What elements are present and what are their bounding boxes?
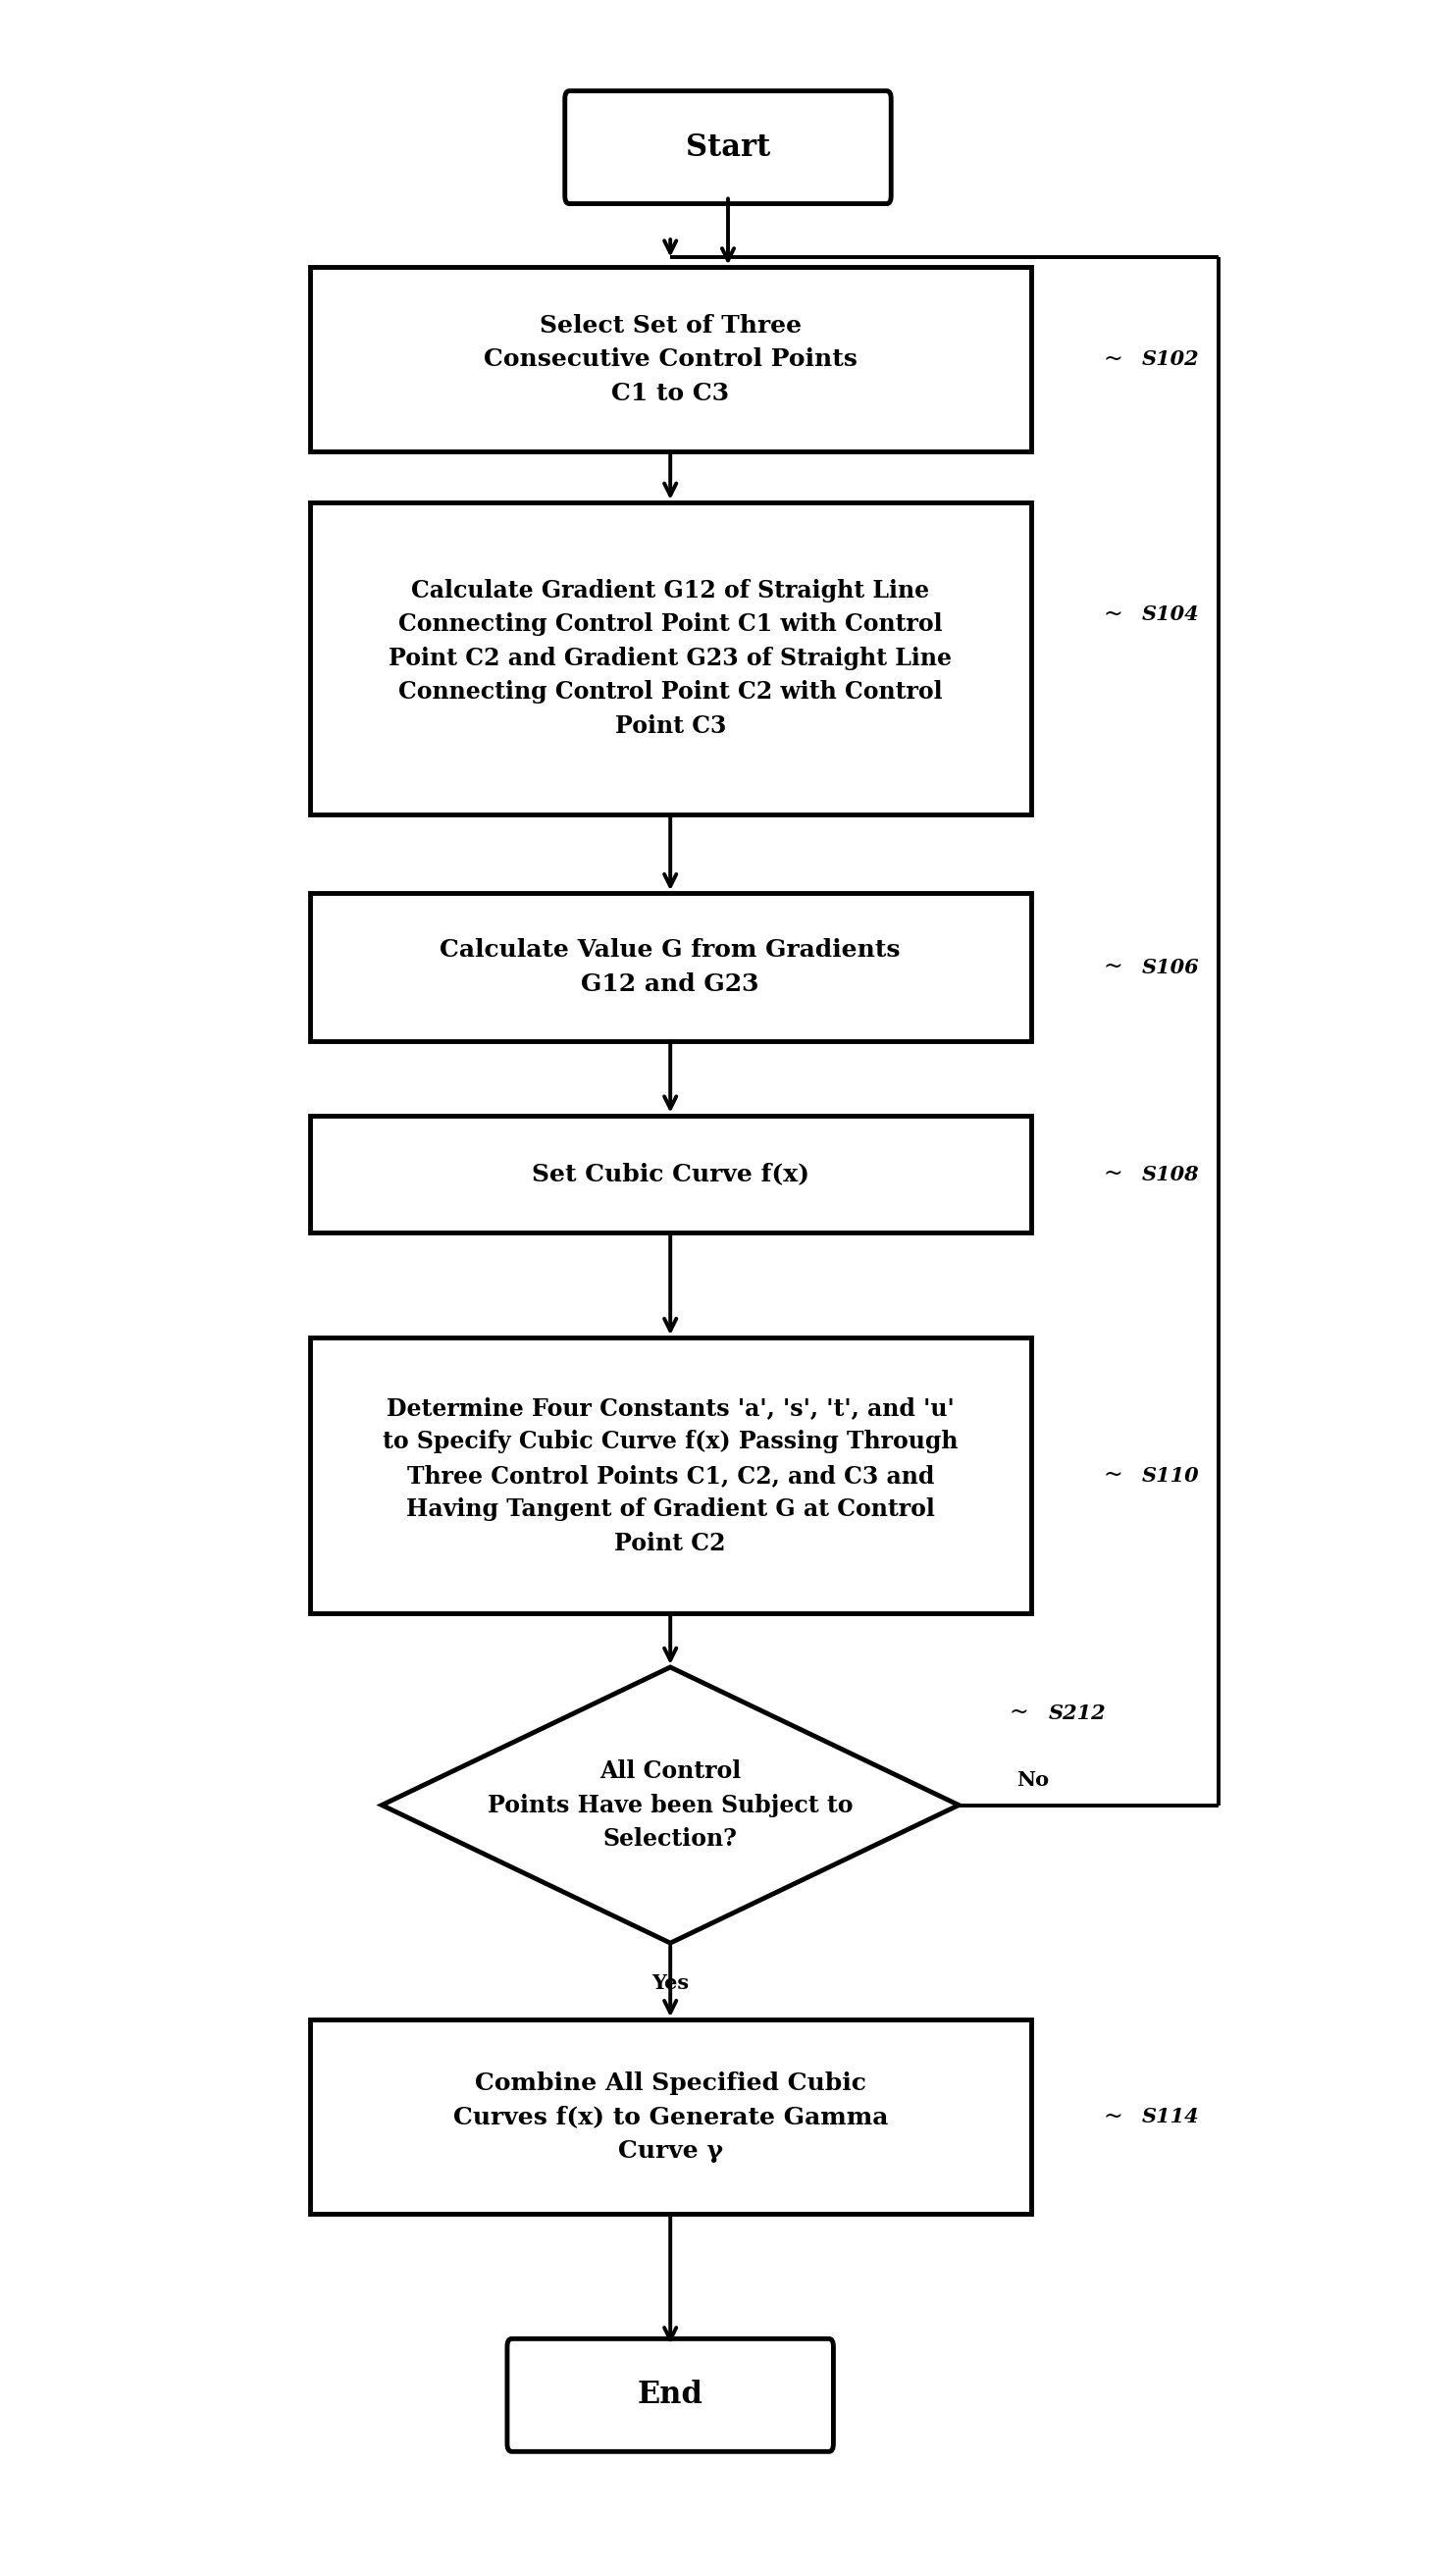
Text: All Control
Points Have been Subject to
Selection?: All Control Points Have been Subject to … — [488, 1759, 853, 1852]
FancyBboxPatch shape — [565, 90, 891, 203]
Text: S102: S102 — [1142, 349, 1200, 370]
FancyBboxPatch shape — [507, 2339, 833, 2452]
Text: Start: Start — [686, 131, 770, 162]
Text: ~: ~ — [1104, 955, 1123, 978]
Text: Yes: Yes — [652, 1975, 689, 1993]
Bar — [310, 894, 1031, 1043]
Text: No: No — [1016, 1769, 1048, 1790]
Text: S104: S104 — [1142, 606, 1200, 624]
Text: End: End — [638, 2381, 703, 2411]
Text: Select Set of Three
Consecutive Control Points
C1 to C3: Select Set of Three Consecutive Control … — [483, 313, 858, 406]
Text: Calculate Value G from Gradients
G12 and G23: Calculate Value G from Gradients G12 and… — [440, 937, 901, 996]
Text: ~: ~ — [1104, 349, 1123, 370]
Text: Determine Four Constants 'a', 's', 't', and 'u'
to Specify Cubic Curve f(x) Pass: Determine Four Constants 'a', 's', 't', … — [383, 1397, 958, 1556]
Text: Set Cubic Curve f(x): Set Cubic Curve f(x) — [531, 1163, 810, 1186]
Text: ~: ~ — [1104, 1464, 1123, 1487]
Text: S108: S108 — [1142, 1163, 1200, 1184]
Text: Combine All Specified Cubic
Curves f(x) to Generate Gamma
Curve γ: Combine All Specified Cubic Curves f(x) … — [453, 2072, 888, 2162]
Text: S110: S110 — [1142, 1466, 1200, 1484]
Text: Calculate Gradient G12 of Straight Line
Connecting Control Point C1 with Control: Calculate Gradient G12 of Straight Line … — [389, 578, 952, 737]
Text: ~: ~ — [1104, 603, 1123, 627]
Text: ~: ~ — [1009, 1703, 1029, 1726]
Bar — [310, 1115, 1031, 1233]
Text: S106: S106 — [1142, 958, 1200, 976]
Bar — [310, 2018, 1031, 2214]
Text: ~: ~ — [1104, 1163, 1123, 1186]
Text: S114: S114 — [1142, 2106, 1200, 2126]
Text: S212: S212 — [1048, 1703, 1105, 1723]
Polygon shape — [381, 1667, 960, 1944]
Bar — [310, 267, 1031, 452]
Bar — [310, 503, 1031, 814]
Bar — [310, 1338, 1031, 1613]
Text: ~: ~ — [1104, 2106, 1123, 2129]
